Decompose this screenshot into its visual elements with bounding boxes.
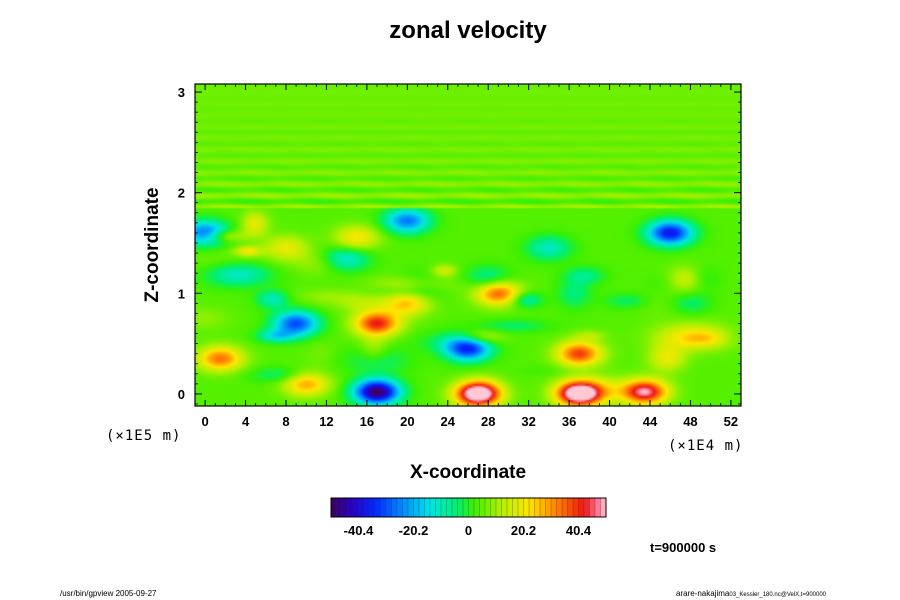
colorbar-cell	[336, 497, 343, 518]
colorbar-cell	[435, 497, 442, 518]
colorbar-cell	[556, 497, 563, 518]
colorbar-cell	[583, 497, 590, 518]
colorbar-cell	[418, 497, 425, 518]
x-tick-label: 0	[201, 414, 208, 429]
colorbar-cell	[462, 497, 469, 518]
colorbar-cell	[506, 497, 513, 518]
colorbar: -40.4 -20.2 0 20.2 40.4	[330, 497, 607, 538]
colorbar-cell	[369, 497, 376, 518]
colorbar-cell	[457, 497, 464, 518]
colorbar-cell	[473, 497, 480, 518]
footer-right-sub: 03_Kessler_180.nc@VelX,t=900000	[729, 592, 826, 598]
colorbar-cell	[479, 497, 486, 518]
colorbar-tick-label: 20.2	[511, 523, 536, 538]
colorbar-cell	[402, 497, 409, 518]
colorbar-cell	[528, 497, 535, 518]
colorbar-tick-label: -40.4	[344, 523, 374, 538]
colorbar-cell	[567, 497, 574, 518]
colorbar-cell	[446, 497, 453, 518]
colorbar-cell	[396, 497, 403, 518]
colorbar-tick-label: 0	[465, 523, 472, 538]
x-tick-label: 4	[242, 414, 250, 429]
colorbar-cell	[363, 497, 370, 518]
colorbar-cell	[407, 497, 414, 518]
colorbar-cell	[495, 497, 502, 518]
time-label: t=900000 s	[650, 540, 716, 555]
colorbar-cell	[358, 497, 365, 518]
x-tick-label: 28	[481, 414, 495, 429]
colorbar-cell	[341, 497, 348, 518]
x-tick-label: 40	[602, 414, 616, 429]
colorbar-cell	[391, 497, 398, 518]
x-tick-label: 16	[360, 414, 374, 429]
y-tick-label: 3	[178, 85, 185, 100]
colorbar-cell	[385, 497, 392, 518]
velocity-field	[195, 84, 741, 406]
colorbar-tick-label: -20.2	[399, 523, 429, 538]
colorbar-cell	[600, 497, 607, 518]
y-tick-label: 2	[178, 186, 185, 201]
colorbar-cell	[561, 497, 568, 518]
colorbar-cell	[374, 497, 381, 518]
colorbar-cell	[490, 497, 497, 518]
x-tick-label: 52	[724, 414, 738, 429]
colorbar-cell	[539, 497, 546, 518]
y-scale-label: (×1E5 m)	[106, 428, 181, 444]
x-tick-label: 24	[441, 414, 456, 429]
colorbar-cell	[330, 497, 337, 518]
y-tick-label: 0	[178, 387, 185, 402]
x-tick-label: 8	[282, 414, 289, 429]
colorbar-cell	[424, 497, 431, 518]
colorbar-cell	[534, 497, 541, 518]
chart-title: zonal velocity	[389, 17, 547, 44]
colorbar-cell	[512, 497, 519, 518]
colorbar-cell	[468, 497, 475, 518]
colorbar-tick-label: 40.4	[566, 523, 592, 538]
colorbar-cell	[594, 497, 601, 518]
y-axis: 0 1 2 3	[178, 85, 741, 405]
colorbar-cell	[545, 497, 552, 518]
x-axis-label: X-coordinate	[410, 462, 526, 483]
x-scale-label: (×1E4 m)	[668, 438, 743, 454]
colorbar-cell	[517, 497, 524, 518]
x-axis: 0 4 8 12 16 20 24 28 32 36 40 44 48 52	[201, 84, 738, 429]
colorbar-cell	[523, 497, 530, 518]
footer-left: /usr/bin/gpview 2005-09-27	[60, 589, 157, 598]
colorbar-cell	[347, 497, 354, 518]
x-tick-label: 48	[683, 414, 697, 429]
x-tick-label: 12	[319, 414, 333, 429]
colorbar-cell	[413, 497, 420, 518]
colorbar-cell	[451, 497, 458, 518]
colorbar-cell	[440, 497, 447, 518]
colorbar-cell	[501, 497, 508, 518]
colorbar-cell	[380, 497, 387, 518]
colorbar-cell	[572, 497, 579, 518]
y-axis-label: Z-coordinate	[142, 187, 163, 302]
footer-right: arare-nakajima03_Kessler_180.nc@VelX,t=9…	[676, 589, 827, 598]
colorbar-cell	[484, 497, 491, 518]
y-tick-label: 1	[178, 286, 185, 301]
x-tick-label: 20	[400, 414, 414, 429]
colorbar-cell	[550, 497, 557, 518]
x-tick-label: 32	[521, 414, 535, 429]
colorbar-cell	[352, 497, 359, 518]
x-tick-label: 44	[643, 414, 658, 429]
x-tick-label: 36	[562, 414, 576, 429]
footer-right-main: arare-nakajima	[676, 589, 730, 598]
colorbar-cell	[429, 497, 436, 518]
colorbar-cell	[589, 497, 596, 518]
colorbar-cell	[578, 497, 585, 518]
